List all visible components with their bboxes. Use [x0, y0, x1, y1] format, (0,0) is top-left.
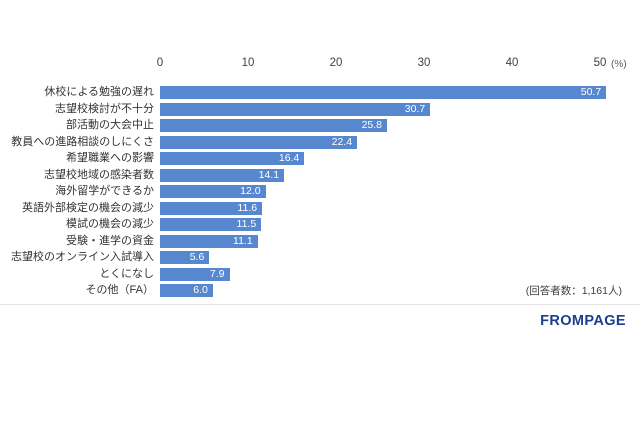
- bar: 11.1: [160, 235, 258, 248]
- category-label: 志望校のオンライン入試導入: [11, 251, 154, 263]
- bar: 5.6: [160, 251, 210, 264]
- frompage-logo: FROMPAGE: [540, 313, 626, 329]
- bar: 11.6: [160, 202, 263, 215]
- category-label: 海外留学ができるか: [55, 185, 154, 197]
- bar: 22.4: [160, 136, 358, 149]
- bar: 12.0: [160, 185, 266, 198]
- bar-row: 受験・進学の資金 11.1: [0, 235, 640, 248]
- baseline-divider: [0, 304, 640, 305]
- x-axis: 0 10 20 30 40 50: [156, 57, 620, 71]
- bar-value-label: 11.1: [233, 235, 253, 247]
- bar-value-label: 16.4: [278, 152, 300, 164]
- bar-value-label: 50.7: [580, 86, 602, 98]
- bar-row: 志望校地域の感染者数 14.1: [0, 169, 640, 182]
- respondents-note: (回答者数：1,161人): [525, 285, 622, 297]
- bar-value-label: 22.4: [331, 136, 353, 148]
- x-axis-tick: 40: [505, 57, 519, 69]
- category-label: 模試の機会の減少: [66, 218, 154, 230]
- bar-value-label: 7.9: [209, 268, 225, 280]
- x-axis-tick: 10: [241, 57, 255, 69]
- category-label: 受験・進学の資金: [66, 235, 154, 247]
- bar-value-label: 25.8: [361, 119, 382, 131]
- bar-row: 教員への進路相談のしにくさ 22.4: [0, 136, 640, 149]
- x-axis-tick: 50: [593, 57, 607, 69]
- category-label: とくになし: [99, 268, 154, 280]
- category-label: 志望校検討が不十分: [55, 103, 154, 115]
- bar-row: とくになし 7.9: [0, 268, 640, 281]
- bar-row: 志望校検討が不十分 30.7: [0, 103, 640, 116]
- x-axis-tick: 30: [417, 57, 431, 69]
- bar: 50.7: [160, 86, 607, 99]
- bar-row: 休校による勉強の遅れ 50.7: [0, 86, 640, 99]
- percent-unit-label: (%): [611, 59, 627, 70]
- bar-row: 模試の機会の減少 11.5: [0, 218, 640, 231]
- x-axis-tick: 20: [329, 57, 343, 69]
- bar-value-label: 11.6: [237, 202, 258, 214]
- bar-value-label: 30.7: [404, 103, 426, 115]
- bar-value-label: 6.0: [193, 284, 208, 296]
- bar-row: その他（FA） 6.0: [0, 284, 640, 297]
- bar: 11.5: [160, 218, 262, 231]
- bar-value-label: 14.1: [258, 169, 280, 181]
- bar-value-label: 11.5: [236, 218, 257, 230]
- bar: 25.8: [160, 119, 387, 132]
- bar-value-label: 12.0: [240, 185, 261, 197]
- bar: 16.4: [160, 152, 305, 165]
- bar-row: 希望職業への影響 16.4: [0, 152, 640, 165]
- category-label: 志望校地域の感染者数: [44, 169, 154, 181]
- category-label: 英語外部検定の機会の減少: [22, 202, 154, 214]
- bar-row: 英語外部検定の機会の減少 11.6: [0, 202, 640, 215]
- x-axis-tick: 0: [156, 57, 164, 69]
- bar: 30.7: [160, 103, 431, 116]
- bar-value-label: 5.6: [189, 251, 205, 263]
- bar: 7.9: [160, 268, 230, 281]
- category-label: その他（FA）: [85, 284, 154, 296]
- category-label: 部活動の大会中止: [66, 119, 154, 131]
- bar-row: 部活動の大会中止 25.8: [0, 119, 640, 132]
- category-label: 教員への進路相談のしにくさ: [11, 136, 154, 148]
- bar: 14.1: [160, 169, 285, 182]
- bar-row: 海外留学ができるか 12.0: [0, 185, 640, 198]
- category-label: 希望職業への影響: [66, 152, 154, 164]
- bar: 6.0: [160, 284, 213, 297]
- bar-row: 志望校のオンライン入試導入 5.6: [0, 251, 640, 264]
- category-label: 休校による勉強の遅れ: [44, 86, 154, 98]
